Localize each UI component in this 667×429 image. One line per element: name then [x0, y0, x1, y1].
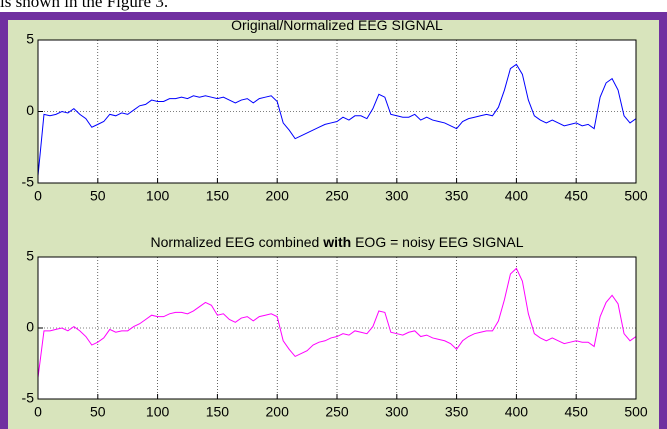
x-tick-label: 500	[624, 404, 648, 420]
x-tick-label: 0	[34, 188, 42, 204]
x-tick-label: 450	[565, 188, 589, 204]
x-tick-label: 500	[624, 188, 648, 204]
y-tick-label: 5	[26, 31, 34, 47]
x-tick-label: 200	[266, 404, 290, 420]
x-tick-label: 200	[266, 188, 290, 204]
chart-title: Normalized EEG combined with EOG = noisy…	[150, 234, 523, 250]
y-tick-label: -5	[22, 390, 35, 406]
x-tick-label: 350	[445, 404, 469, 420]
x-tick-label: 300	[385, 188, 409, 204]
x-tick-label: 50	[90, 188, 106, 204]
y-tick-label: 0	[26, 102, 34, 118]
caption: is shown in the Figure 3.	[0, 0, 168, 11]
signal-line	[37, 267, 637, 378]
y-tick-label: -5	[22, 174, 35, 190]
x-tick-label: 100	[146, 404, 170, 420]
title-part: Original/Normalized EEG SIGNAL	[231, 17, 443, 33]
axes-box	[37, 39, 637, 184]
signal-line	[37, 63, 637, 176]
x-tick-label: 0	[34, 404, 42, 420]
x-tick-label: 150	[206, 188, 230, 204]
x-tick-label: 300	[385, 404, 409, 420]
x-tick-label: 400	[505, 404, 529, 420]
x-tick-label: 250	[325, 188, 349, 204]
x-tick-label: 150	[206, 404, 230, 420]
y-tick-label: 0	[26, 319, 34, 335]
chart-title: Original/Normalized EEG SIGNAL	[231, 17, 443, 33]
y-tick-label: 5	[26, 248, 34, 264]
x-tick-label: 50	[90, 404, 106, 420]
x-tick-label: 250	[325, 404, 349, 420]
axes-box	[37, 256, 637, 400]
x-tick-label: 100	[146, 188, 170, 204]
title-part: with	[322, 234, 351, 250]
x-tick-label: 400	[505, 188, 529, 204]
title-part: EOG = noisy EEG SIGNAL	[351, 234, 524, 250]
x-tick-label: 350	[445, 188, 469, 204]
title-part: Normalized EEG combined	[150, 234, 323, 250]
x-tick-label: 450	[565, 404, 589, 420]
